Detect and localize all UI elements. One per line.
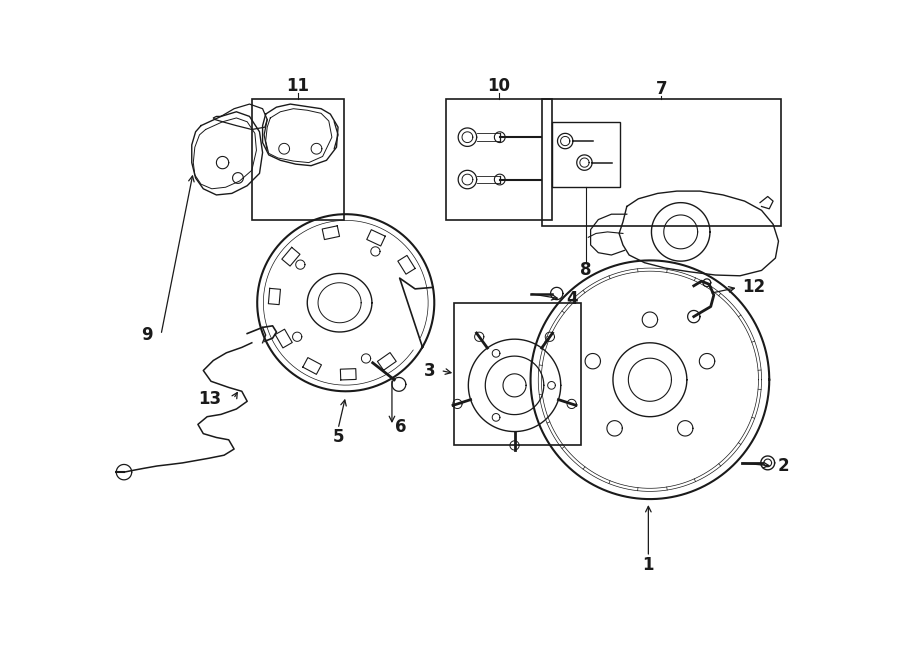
Bar xyxy=(542,99,781,226)
Text: 4: 4 xyxy=(566,290,578,308)
Bar xyxy=(446,99,552,220)
Text: 9: 9 xyxy=(141,326,153,344)
Text: 1: 1 xyxy=(643,555,654,573)
Text: 10: 10 xyxy=(488,77,510,95)
Text: 6: 6 xyxy=(395,418,407,436)
Text: 12: 12 xyxy=(742,278,765,297)
Text: 7: 7 xyxy=(655,79,667,98)
Bar xyxy=(252,99,344,220)
Bar xyxy=(454,303,580,445)
Text: 11: 11 xyxy=(286,77,310,95)
Text: 8: 8 xyxy=(580,261,591,279)
Text: 5: 5 xyxy=(332,428,344,446)
Text: 2: 2 xyxy=(778,457,789,475)
Text: 13: 13 xyxy=(198,390,221,408)
Bar xyxy=(552,122,620,187)
Text: 3: 3 xyxy=(424,361,436,379)
